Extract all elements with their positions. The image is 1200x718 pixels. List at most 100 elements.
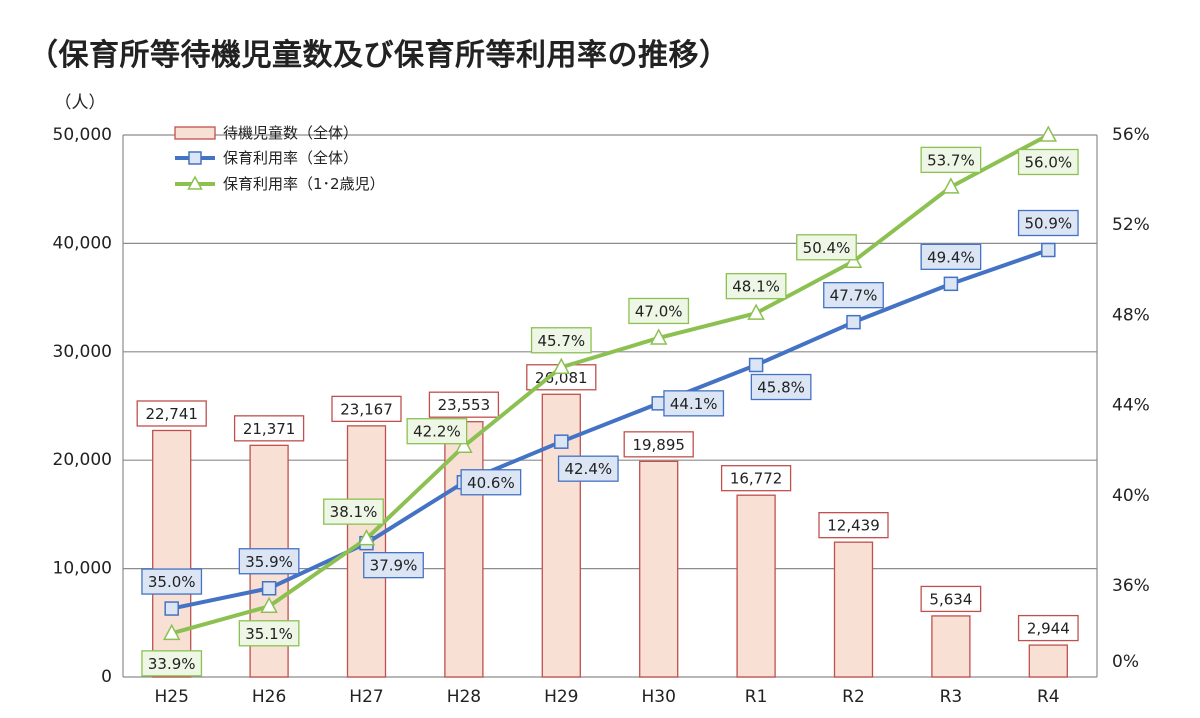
square-marker [651,396,666,411]
age12-rate-label: 47.0% [635,302,683,320]
bar-value-label-box [920,585,982,613]
x-tick-label: H29 [544,687,578,707]
bar-value-label-box [233,415,305,442]
y-left-tick-label: 30,000 [53,342,112,362]
overall-rate-label: 40.6% [467,474,515,492]
square-marker [554,434,569,449]
x-tick-label: R3 [940,687,963,707]
overall-rate-label-box [460,469,522,496]
x-tick-label: H27 [349,687,383,707]
bar-value-label-box [428,391,500,418]
legend-marker-square [188,151,202,165]
overall-rate-label: 44.1% [670,395,718,413]
x-tick-label: H28 [447,687,481,707]
bar-value-label: 23,167 [340,400,393,418]
triangle-marker [649,328,668,345]
triangle-marker [1039,125,1058,142]
x-tick-label: H25 [154,687,188,707]
overall-rate-label-box [238,548,300,575]
bar-value-label: 12,439 [827,517,880,535]
age12-rate-label-box [796,234,857,261]
square-marker [846,314,861,330]
square-marker [1041,242,1056,258]
overall-rate-label-box [663,390,725,417]
overall-rate-label: 42.4% [564,460,612,478]
y-right-tick-label: 36% [1112,576,1150,596]
age12-rate-label-box [141,650,203,677]
square-marker [943,276,959,292]
age12-rate-label-box [920,146,982,174]
chart-title: （保育所等待機児童数及び保育所等利用率の推移） [28,38,730,73]
triangle-marker [455,436,473,453]
legend-label: 保育利用率（全体） [223,149,358,167]
age12-rate-label: 53.7% [927,151,975,169]
triangle-marker [552,357,571,375]
triangle-marker [942,177,960,194]
bar-value-label: 23,553 [438,396,491,414]
x-tick-label: R2 [842,687,865,707]
series-line-age12 [171,133,1050,636]
triangle-marker [747,303,765,320]
square-marker [164,601,179,616]
overall-rate-label: 49.4% [927,248,975,266]
age12-rate-label: 33.9% [148,655,196,673]
bar [444,421,484,678]
overall-rate-label: 37.9% [370,557,418,575]
bar [639,460,679,678]
series-line-overall [171,248,1049,611]
legend-swatch-bar [174,126,216,140]
y-right-tick-label: 40% [1112,486,1150,506]
bar-value-label-box [331,395,402,423]
legend-label: 保育利用率（1･2歳児） [223,175,385,193]
y-right-tick-label: 52% [1112,215,1150,235]
legend-label: 待機児童数（全体） [223,124,358,142]
y-right-tick-label: 0% [1112,652,1139,672]
bar-value-label-box [818,512,889,539]
age12-rate-label: 50.4% [803,239,851,257]
x-tick-label: H26 [252,687,286,707]
square-marker [748,357,764,373]
bar [931,615,971,678]
y-left-tick-label: 20,000 [53,450,112,470]
square-marker [261,581,277,596]
age12-rate-label: 42.2% [413,423,461,441]
y-right-tick-label: 56% [1112,125,1150,145]
y-left-tick-label: 10,000 [53,559,112,579]
bar-value-label: 26,081 [535,369,588,387]
overall-rate-label: 35.9% [245,553,293,571]
bar-value-label: 16,772 [730,470,783,488]
bar-value-label-box [1017,614,1079,642]
bar [736,494,776,678]
age12-rate-label-box [725,272,787,300]
bar-value-label-box [623,431,694,458]
overall-rate-label: 35.0% [148,573,196,591]
legend-marker-triangle [187,175,203,190]
bar-value-label: 19,895 [632,436,685,454]
triangle-marker [260,596,278,614]
overall-rate-label-box [1017,209,1079,237]
age12-rate-label-box [406,418,468,445]
age12-rate-label-box [323,498,384,525]
overall-rate-label-box [141,568,203,595]
overall-rate-label-box [557,455,619,482]
x-tick-label: R1 [745,687,768,707]
y-left-tick-label: 0 [101,667,112,687]
y-left-tick-label: 40,000 [53,233,112,253]
bar-value-label: 2,944 [1027,620,1070,638]
x-tick-label: H30 [641,687,675,707]
bar-value-label-box [136,400,207,427]
age12-rate-label-box [530,327,592,354]
age12-rate-label-box [1017,148,1079,176]
bar-value-label: 21,371 [243,420,296,438]
y-right-tick-label: 48% [1112,305,1150,325]
bar [833,541,874,678]
triangle-marker [357,529,376,546]
overall-rate-label: 50.9% [1024,215,1072,233]
x-tick-label: R4 [1037,687,1060,707]
overall-rate-label-box [920,243,982,270]
bar-value-label: 22,741 [145,405,198,423]
age12-rate-label: 38.1% [330,503,378,521]
y-left-tick-label: 50,000 [53,125,112,145]
y-left-unit-label: （人） [55,93,106,113]
